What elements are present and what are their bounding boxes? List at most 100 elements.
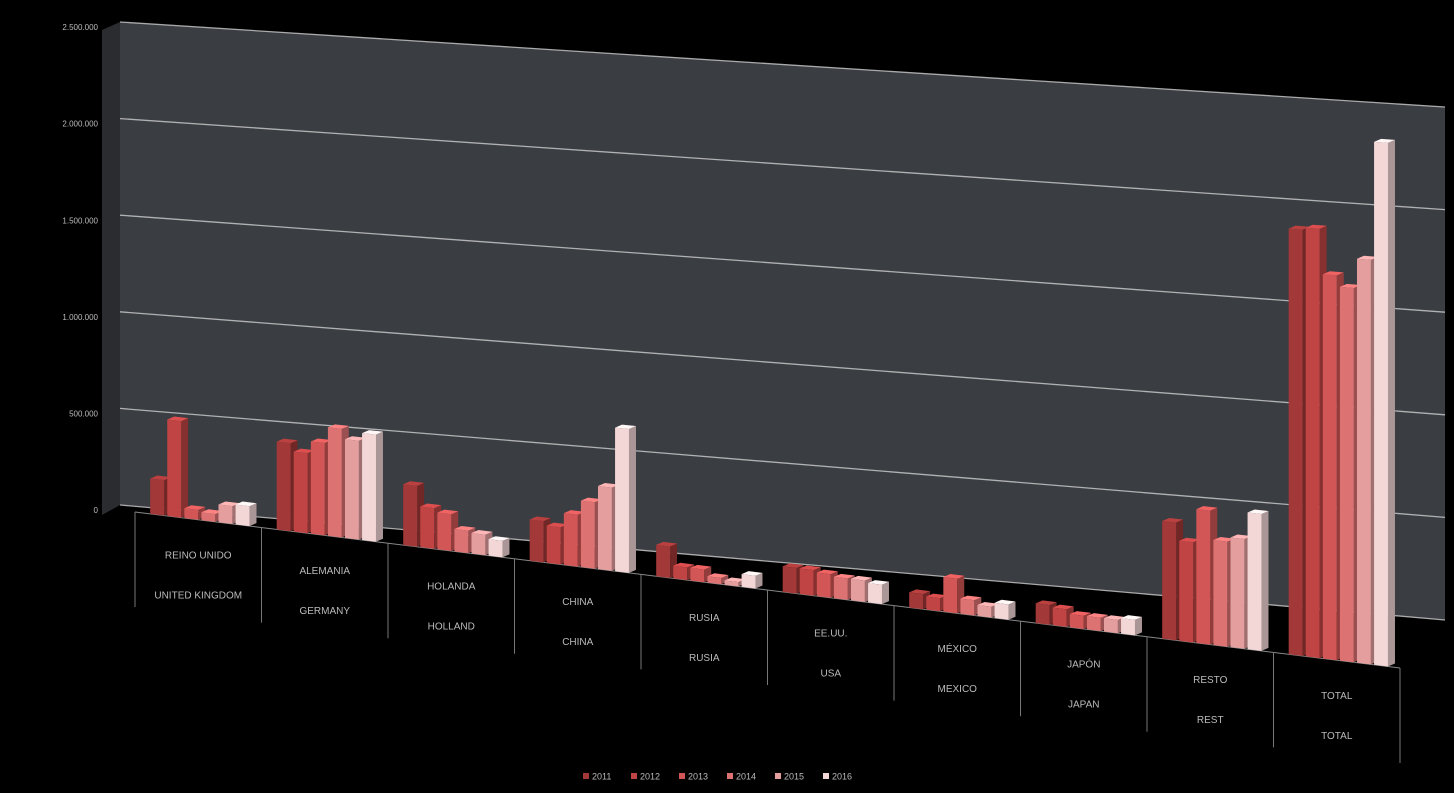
bar-front bbox=[977, 605, 992, 618]
bar-top bbox=[833, 573, 855, 579]
bar-side bbox=[1261, 510, 1269, 651]
bar bbox=[184, 505, 206, 520]
bar-top bbox=[707, 573, 729, 578]
bar-top bbox=[1356, 255, 1378, 260]
bar-front bbox=[850, 578, 865, 603]
bar-front bbox=[782, 566, 797, 594]
bar bbox=[488, 536, 510, 558]
bar-top bbox=[690, 564, 712, 570]
bar-top bbox=[420, 503, 442, 509]
bar-top bbox=[1230, 534, 1252, 540]
bar-top bbox=[580, 497, 602, 503]
bar-top bbox=[1196, 506, 1218, 511]
bar-top bbox=[1162, 518, 1184, 523]
bar bbox=[741, 571, 763, 589]
bar-side bbox=[881, 581, 889, 605]
bar-top bbox=[437, 509, 459, 515]
bar-front bbox=[201, 512, 216, 522]
bar-front bbox=[1339, 286, 1354, 663]
bar-side bbox=[249, 503, 257, 527]
bar-front bbox=[1103, 618, 1118, 634]
bar-side bbox=[755, 572, 763, 589]
bar-top bbox=[994, 599, 1016, 605]
bar-front bbox=[1247, 512, 1262, 651]
bar-front bbox=[1288, 228, 1303, 656]
bar-front bbox=[218, 504, 233, 525]
bar-top bbox=[310, 438, 332, 444]
bar-front bbox=[344, 439, 359, 540]
bar-front bbox=[403, 484, 418, 547]
bar-front bbox=[150, 478, 165, 516]
x-tick-label: MÉXICO bbox=[938, 642, 978, 655]
bar-top bbox=[1052, 604, 1074, 610]
bar-front bbox=[724, 580, 739, 587]
bar-top bbox=[1247, 509, 1269, 514]
bar-front bbox=[1374, 141, 1388, 667]
bar-front bbox=[235, 504, 250, 527]
bar-top bbox=[597, 483, 619, 488]
bar-front bbox=[799, 568, 814, 596]
bar-front bbox=[420, 506, 435, 549]
legend-label: 2012 bbox=[640, 771, 660, 781]
bar-top bbox=[1339, 283, 1361, 289]
bar bbox=[1103, 615, 1125, 634]
bar-front bbox=[673, 565, 688, 581]
bar-top bbox=[546, 522, 568, 528]
bar-top bbox=[471, 530, 493, 535]
legend-label: 2016 bbox=[832, 771, 852, 781]
y-tick-label: 1.500.000 bbox=[62, 216, 98, 225]
bar-top bbox=[909, 589, 931, 595]
grid-line bbox=[119, 214, 1446, 313]
bar-front bbox=[1305, 227, 1320, 659]
bar-front bbox=[833, 576, 848, 600]
bar-front bbox=[960, 598, 975, 616]
bar-top bbox=[454, 525, 476, 531]
bar-front bbox=[184, 508, 199, 520]
grid-line bbox=[119, 311, 1446, 416]
bar-side bbox=[1008, 601, 1016, 620]
bar-top bbox=[235, 501, 257, 507]
side-wall bbox=[102, 22, 120, 515]
bar-top bbox=[1121, 615, 1142, 620]
bar-top bbox=[615, 424, 636, 430]
x-tick-label: CHINA bbox=[562, 637, 593, 648]
y-tick-label: 500.000 bbox=[69, 410, 98, 419]
x-tick-label: MEXICO bbox=[938, 684, 978, 695]
bar-top bbox=[868, 580, 889, 585]
bar-side bbox=[375, 431, 383, 542]
x-tick-label: UNITED KINGDOM bbox=[154, 590, 242, 601]
legend-swatch bbox=[679, 773, 685, 779]
bar-front bbox=[327, 427, 342, 538]
bar-front bbox=[1069, 614, 1084, 629]
bar bbox=[615, 424, 636, 573]
x-tick-label: REST bbox=[1197, 715, 1224, 726]
bar-front bbox=[943, 577, 958, 614]
bar bbox=[868, 580, 889, 605]
bar-front bbox=[529, 519, 544, 563]
bar-top bbox=[1035, 600, 1057, 606]
bar-top bbox=[1213, 537, 1235, 542]
bar-top bbox=[167, 416, 189, 422]
x-tick-label: JAPAN bbox=[1068, 700, 1100, 711]
bar bbox=[994, 599, 1016, 620]
bar bbox=[167, 416, 189, 518]
x-tick-label: TOTAL bbox=[1321, 731, 1353, 742]
bar-front bbox=[310, 441, 325, 536]
x-tick-label: JAPÓN bbox=[1067, 658, 1100, 671]
x-tick-label: REINO UNIDO bbox=[165, 550, 232, 561]
bar-side bbox=[1387, 139, 1395, 667]
bar-top bbox=[816, 569, 838, 575]
bar-front bbox=[167, 419, 182, 518]
bar-top bbox=[724, 577, 746, 583]
bar-side bbox=[628, 426, 636, 573]
bar-top bbox=[1103, 615, 1125, 620]
bar-top bbox=[362, 430, 383, 435]
x-tick-label: ALEMANIA bbox=[299, 566, 350, 577]
bar-side bbox=[1134, 616, 1142, 636]
bar-top bbox=[1305, 224, 1327, 229]
legend-swatch bbox=[631, 773, 637, 779]
bar-front bbox=[293, 451, 308, 534]
bar-top bbox=[403, 481, 425, 486]
x-tick-label: USA bbox=[820, 668, 841, 679]
bar bbox=[362, 430, 383, 542]
